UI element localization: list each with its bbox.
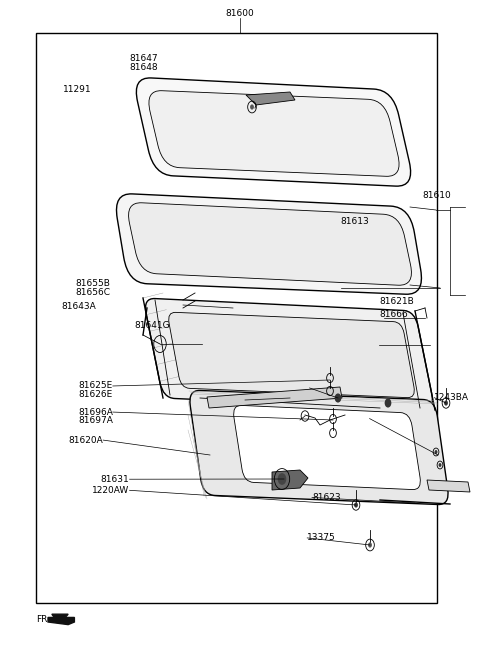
Text: 81623: 81623 <box>312 493 341 502</box>
Text: 81622B: 81622B <box>310 383 344 393</box>
Text: 81641G: 81641G <box>134 321 170 331</box>
Text: 81600: 81600 <box>226 9 254 18</box>
Text: 81620A: 81620A <box>69 436 103 445</box>
Text: 81613: 81613 <box>341 217 370 226</box>
Text: 1220AW: 1220AW <box>92 486 130 495</box>
PathPatch shape <box>168 312 414 398</box>
Circle shape <box>277 473 286 485</box>
Polygon shape <box>52 614 68 617</box>
Text: 13375: 13375 <box>307 533 336 542</box>
Text: 81626E: 81626E <box>79 390 113 399</box>
Text: 11291: 11291 <box>62 85 91 95</box>
Text: 81666: 81666 <box>379 310 408 319</box>
Text: 81697A: 81697A <box>78 416 113 425</box>
Text: 81648: 81648 <box>130 63 158 72</box>
Polygon shape <box>427 480 470 492</box>
Circle shape <box>335 393 341 402</box>
Text: 81610: 81610 <box>422 191 451 200</box>
Text: FR.: FR. <box>36 615 50 624</box>
Circle shape <box>368 542 372 548</box>
Polygon shape <box>272 470 308 490</box>
Circle shape <box>444 400 448 406</box>
PathPatch shape <box>136 78 410 186</box>
PathPatch shape <box>149 91 399 176</box>
Bar <box>36 33 437 603</box>
Text: 81631: 81631 <box>101 475 130 484</box>
Circle shape <box>354 503 358 508</box>
Text: 1243BA: 1243BA <box>434 393 469 402</box>
Polygon shape <box>246 92 295 105</box>
Text: 81656C: 81656C <box>75 288 110 297</box>
Text: 81621B: 81621B <box>379 297 414 306</box>
Text: 81647: 81647 <box>130 54 158 63</box>
PathPatch shape <box>234 406 420 490</box>
Text: 81622B: 81622B <box>370 414 404 423</box>
PathPatch shape <box>145 299 432 409</box>
Polygon shape <box>207 387 342 408</box>
Circle shape <box>250 104 254 110</box>
Text: 81642A: 81642A <box>209 346 243 355</box>
Text: 81643A: 81643A <box>61 302 96 311</box>
Text: 81696A: 81696A <box>78 408 113 417</box>
Text: 81625E: 81625E <box>79 381 113 391</box>
PathPatch shape <box>117 194 421 294</box>
Circle shape <box>384 398 391 408</box>
Circle shape <box>439 463 442 467</box>
PathPatch shape <box>129 203 411 285</box>
Text: 81655B: 81655B <box>75 279 110 288</box>
Circle shape <box>434 450 437 454</box>
PathPatch shape <box>190 391 448 505</box>
Polygon shape <box>48 617 74 625</box>
